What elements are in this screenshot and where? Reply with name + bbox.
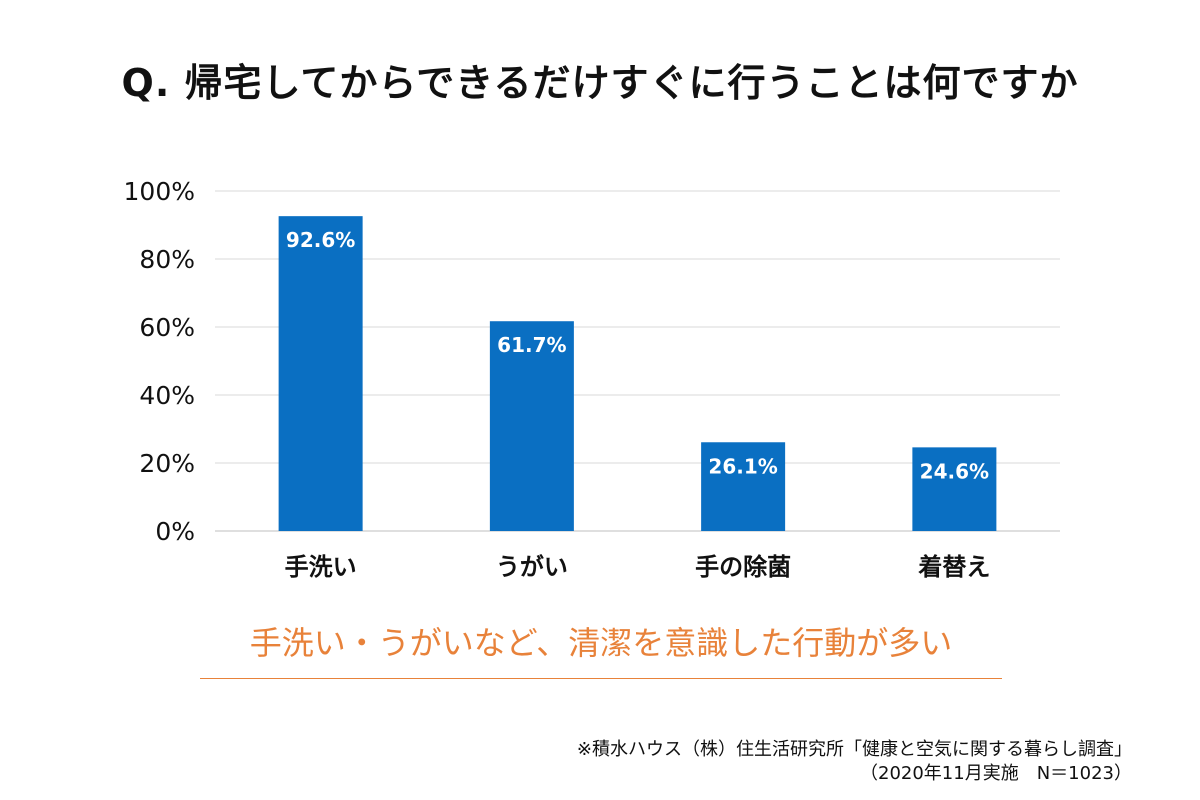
y-tick-labels: 0% 20% 40% 60% 80% 100% — [124, 177, 195, 546]
x-tick-label: 着替え — [918, 553, 990, 581]
source-note: ※積水ハウス（株）住生活研究所「健康と空気に関する暮らし調査」 （2020年11… — [577, 738, 1132, 786]
source-line-1: ※積水ハウス（株）住生活研究所「健康と空気に関する暮らし調査」 — [576, 739, 1132, 760]
conclusion-underline — [200, 678, 1002, 679]
data-label: 26.1% — [708, 454, 777, 478]
x-tick-label: うがい — [496, 553, 568, 581]
bar — [912, 447, 997, 531]
y-tick-label: 40% — [139, 381, 195, 410]
y-tick-label: 20% — [139, 449, 195, 478]
y-tick-label: 100% — [124, 177, 195, 206]
chart-title: Q. 帰宅してからできるだけすぐに行うことは何ですか — [121, 61, 1079, 105]
conclusion-text: 手洗い・うがいなど、清潔を意識した行動が多い — [249, 624, 953, 662]
data-label: 24.6% — [920, 459, 989, 483]
source-line-2: （2020年11月実施 N＝1023） — [860, 763, 1132, 784]
x-tick-label: 手の除菌 — [695, 553, 791, 581]
x-tick-label: 手洗い — [285, 553, 357, 581]
y-tick-label: 60% — [139, 313, 195, 342]
x-tick-labels: 手洗い うがい 手の除菌 着替え — [285, 553, 991, 581]
data-labels: 92.6% 61.7% 26.1% 24.6% — [286, 228, 989, 483]
bars — [278, 216, 997, 531]
bar — [701, 442, 786, 531]
bar — [278, 216, 363, 531]
y-tick-label: 0% — [155, 517, 195, 546]
data-label: 61.7% — [497, 333, 566, 357]
y-tick-label: 80% — [139, 245, 195, 274]
bar — [489, 321, 574, 531]
data-label: 92.6% — [286, 228, 355, 252]
